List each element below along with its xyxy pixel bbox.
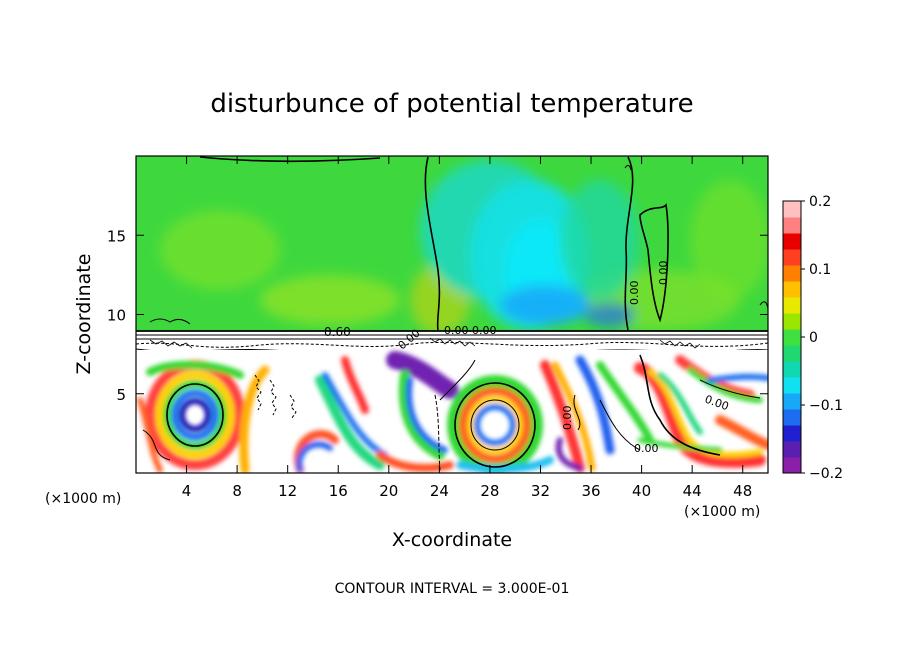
colorbar-swatch (783, 393, 801, 410)
x-tick-label: 12 (278, 482, 297, 500)
contour-label: 0.00 (634, 442, 659, 455)
x-tick-label: 24 (430, 482, 449, 500)
colorbar-swatch (783, 441, 801, 458)
colorbar-swatch (783, 281, 801, 298)
colorbar-tick-label: −0.1 (809, 398, 843, 414)
colorbar-swatch (783, 329, 801, 346)
x-tick-label: 16 (329, 482, 348, 500)
colorbar-swatch (783, 233, 801, 250)
colorbar-swatch (783, 409, 801, 426)
y-tick-label: 5 (116, 386, 126, 404)
colorbar-tick-label: −0.2 (809, 466, 843, 482)
contour-label: 0.00 (628, 281, 641, 306)
colorbar-swatch (783, 201, 801, 218)
colorbar-tick-label: 0.2 (809, 194, 831, 210)
x-tick-label: 8 (232, 482, 242, 500)
contour-interval-note: CONTOUR INTERVAL = 3.000E-01 (335, 581, 570, 597)
contour-label: 0.00 (472, 324, 497, 337)
colorbar-tick-label: 0.1 (809, 262, 831, 278)
colorbar-swatch (783, 249, 801, 266)
y-tick-label: 10 (107, 307, 126, 325)
x-tick-label: 4 (182, 482, 192, 500)
x-tick-label: 28 (480, 482, 499, 500)
colorbar-swatch (783, 377, 801, 394)
x-axis: 4 8 12 16 20 24 28 32 36 40 44 48 (182, 156, 752, 500)
colorbar-swatch (783, 457, 801, 474)
y-axis-label: Z-coordinate (73, 254, 95, 375)
plot-area (136, 156, 768, 473)
colorbar-tick-label: 0 (809, 330, 818, 346)
upper-layer-shading (160, 160, 768, 335)
x-tick-label: 36 (581, 482, 600, 500)
upper-contours (149, 156, 768, 331)
x-tick-label: 48 (733, 482, 752, 500)
contour-label: 0.00 (444, 324, 469, 337)
x-tick-label: 32 (531, 482, 550, 500)
x-tick-label: 44 (683, 482, 702, 500)
colorbar: 0.2 0.1 0 −0.1 −0.2 (782, 194, 843, 482)
contour-label: 0.60 (324, 325, 351, 339)
contour-label: 0.00 (561, 406, 574, 431)
x-tick-label: 40 (632, 482, 651, 500)
colorbar-swatch (783, 265, 801, 282)
chart-title: disturbunce of potential temperature (210, 89, 693, 119)
colorbar-swatch (783, 361, 801, 378)
colorbar-swatch (783, 297, 801, 314)
y-tick-label: 15 (107, 227, 126, 245)
x-unit-label-left: (×1000 m) (45, 491, 121, 507)
y-axis: 5 10 15 (107, 227, 768, 404)
x-tick-label: 20 (379, 482, 398, 500)
colorbar-swatch (783, 313, 801, 330)
colorbar-swatch (783, 217, 801, 234)
x-axis-label: X-coordinate (392, 529, 512, 551)
x-unit-label-right: (×1000 m) (684, 504, 760, 520)
boundary-layer-contours (142, 354, 761, 471)
colorbar-swatch (783, 425, 801, 442)
colorbar-swatch (783, 345, 801, 362)
contour-label: 0.00 (657, 261, 670, 286)
